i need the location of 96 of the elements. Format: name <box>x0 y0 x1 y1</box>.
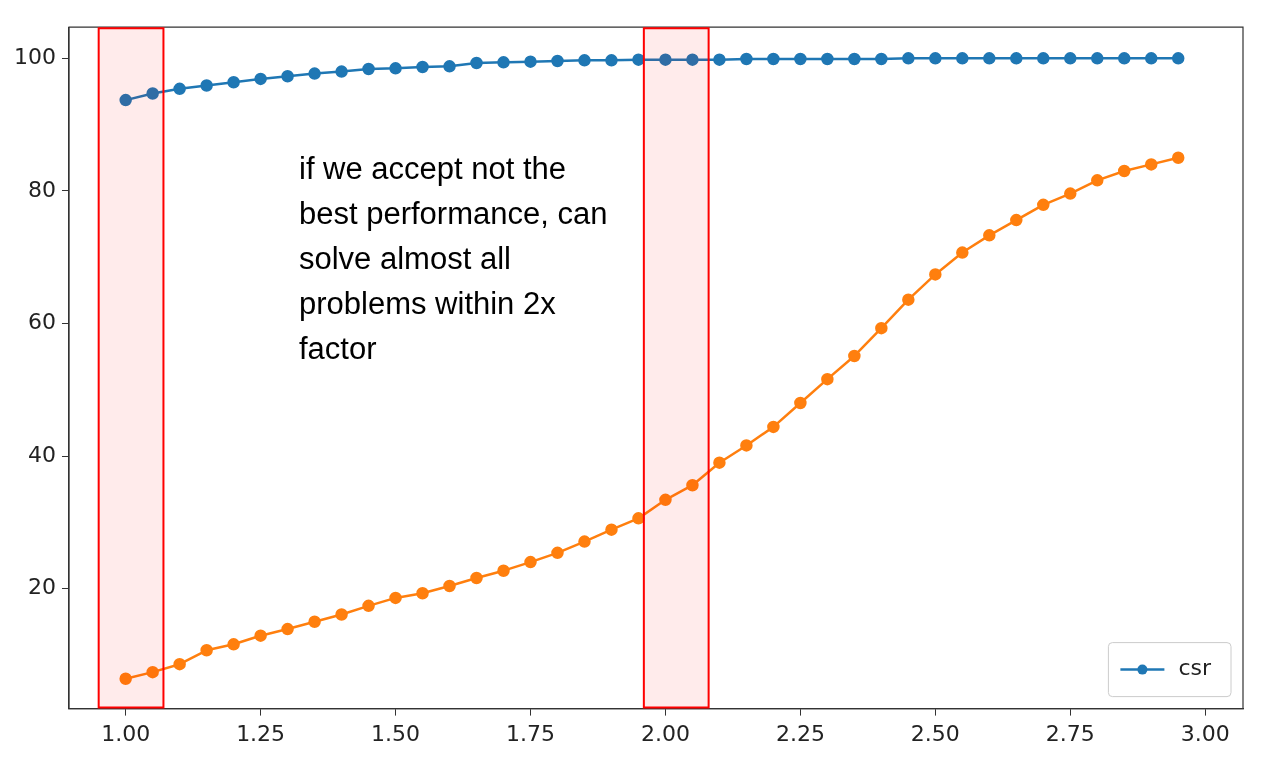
point <box>605 54 618 67</box>
point <box>362 62 375 76</box>
point <box>983 52 996 65</box>
point <box>902 293 915 306</box>
point <box>848 349 861 363</box>
point <box>1144 158 1158 171</box>
point <box>146 665 159 679</box>
point <box>632 512 645 525</box>
point <box>416 60 429 74</box>
point <box>794 396 807 410</box>
point <box>416 587 429 600</box>
point <box>1171 52 1185 65</box>
point <box>173 82 186 96</box>
point <box>254 629 267 642</box>
point <box>281 622 294 636</box>
point <box>200 79 213 92</box>
point <box>956 246 969 259</box>
point <box>659 493 672 507</box>
point <box>227 638 240 651</box>
y-tick-label: 100 <box>13 44 56 70</box>
point <box>686 53 699 66</box>
point <box>362 599 375 613</box>
point <box>146 87 159 100</box>
point <box>470 571 483 585</box>
point <box>524 555 537 569</box>
x-tick-label: 2.00 <box>640 720 690 746</box>
point <box>389 62 402 75</box>
point <box>1064 187 1077 200</box>
point <box>1037 52 1050 65</box>
x-tick-label: 1.25 <box>236 720 286 746</box>
point <box>686 478 699 492</box>
annotation: if we accept not the best performance, can solve almost all problems within 2x factor <box>298 151 608 367</box>
point <box>740 52 753 66</box>
point <box>1064 52 1077 65</box>
point <box>1091 174 1104 187</box>
point <box>875 321 888 335</box>
point <box>956 52 969 65</box>
x-tick-label: 1.00 <box>101 720 151 746</box>
point <box>308 615 321 629</box>
point <box>1010 52 1023 65</box>
x-tick-label: 1.50 <box>371 720 421 746</box>
point <box>1171 151 1185 165</box>
point <box>119 672 132 686</box>
point <box>1091 52 1104 65</box>
point <box>578 535 591 548</box>
point <box>605 523 618 536</box>
point <box>1144 52 1158 65</box>
point <box>281 70 294 83</box>
point <box>902 52 915 65</box>
point <box>497 56 510 69</box>
point <box>767 420 780 434</box>
point <box>821 52 834 66</box>
point <box>929 268 942 281</box>
x-tick-label: 2.50 <box>910 720 960 746</box>
point <box>173 657 186 671</box>
point <box>308 67 321 80</box>
point <box>740 439 753 452</box>
legend-label: csr <box>1178 655 1212 681</box>
point <box>659 53 672 66</box>
point <box>335 65 348 78</box>
point <box>1037 198 1050 212</box>
point <box>578 54 591 67</box>
point <box>767 52 780 66</box>
x-tick-label: 2.25 <box>775 720 825 746</box>
point <box>983 229 996 242</box>
point <box>497 564 510 577</box>
point <box>524 55 537 68</box>
point <box>713 456 726 469</box>
point <box>1118 52 1131 65</box>
x-tick-label: 1.75 <box>506 720 555 746</box>
y-tick-label: 20 <box>27 574 56 600</box>
point <box>254 72 267 86</box>
y-tick-label: 60 <box>27 309 56 335</box>
point <box>929 52 942 65</box>
point <box>551 546 564 560</box>
point <box>848 52 861 66</box>
point <box>713 53 726 66</box>
point <box>632 53 645 66</box>
point <box>200 644 213 657</box>
point <box>227 75 240 89</box>
point <box>443 60 456 73</box>
x-tick-label: 3.00 <box>1180 720 1230 746</box>
point <box>470 56 483 70</box>
point <box>1118 164 1131 178</box>
point <box>443 579 456 593</box>
point <box>551 54 564 68</box>
point <box>794 52 807 66</box>
point <box>389 591 402 605</box>
point <box>875 52 888 66</box>
point <box>119 93 132 107</box>
y-tick-label: 80 <box>27 176 56 202</box>
x-tick-label: 2.75 <box>1045 720 1095 746</box>
y-tick-label: 40 <box>27 441 56 467</box>
point <box>335 608 348 621</box>
point <box>821 372 834 386</box>
point <box>1010 213 1023 227</box>
